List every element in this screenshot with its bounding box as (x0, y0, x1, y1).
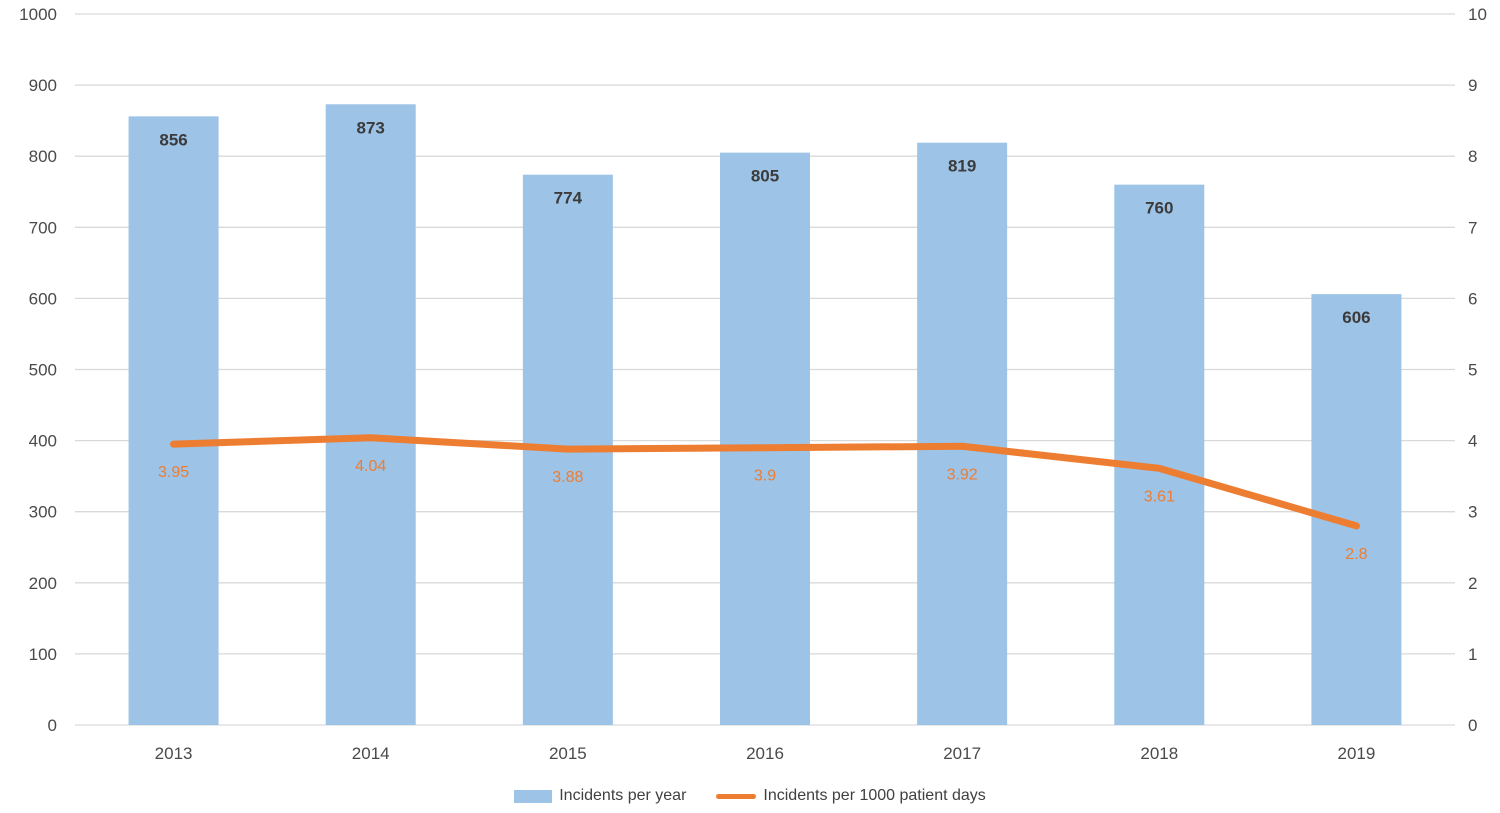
right-axis-tick-label: 8 (1468, 147, 1477, 166)
trend-line (170, 434, 1360, 530)
right-axis-tick-label: 2 (1468, 574, 1477, 593)
line-value-label: 3.61 (1144, 488, 1175, 505)
bar (720, 152, 810, 725)
bar-value-label: 606 (1342, 308, 1370, 327)
left-axis-tick-label: 400 (29, 432, 57, 451)
left-axis-tick-label: 200 (29, 574, 57, 593)
bar-value-label: 760 (1145, 199, 1173, 218)
legend-item-incidents-per-1000-patient-days: Incidents per 1000 patient days (716, 787, 986, 805)
bar-value-label: 856 (159, 130, 187, 149)
line-value-label: 3.95 (158, 464, 189, 481)
x-axis-category-label: 2015 (549, 744, 587, 763)
x-axis-category-label: 2019 (1338, 744, 1376, 763)
left-axis-tick-label: 300 (29, 503, 57, 522)
legend-item-incidents-per-year: Incidents per year (514, 787, 686, 805)
bar (1114, 184, 1205, 725)
bar-series-swatch-icon (514, 789, 553, 803)
bar-value-label: 774 (554, 189, 583, 208)
line-value-label: 3.92 (947, 466, 978, 483)
right-axis-tick-label: 5 (1468, 361, 1477, 380)
x-axis-category-label: 2013 (155, 744, 193, 763)
left-axis-tick-label: 1000 (19, 5, 57, 24)
line-value-label: 3.9 (754, 468, 776, 485)
chart-legend: Incidents per year Incidents per 1000 pa… (0, 784, 1500, 808)
right-axis-tick-label: 3 (1468, 503, 1477, 522)
right-axis-tick-label: 10 (1468, 5, 1487, 24)
bar (917, 142, 1008, 726)
right-axis-tick-label: 7 (1468, 218, 1477, 237)
right-axis-tick-label: 1 (1468, 645, 1477, 664)
bar (128, 116, 219, 725)
left-axis-tick-label: 100 (29, 645, 57, 664)
x-axis-category-label: 2018 (1140, 744, 1178, 763)
left-axis-tick-label: 800 (29, 147, 57, 166)
x-axis-category-label: 2016 (746, 744, 784, 763)
line-value-label: 3.88 (552, 469, 583, 486)
left-axis-tick-label: 900 (29, 76, 57, 95)
left-axis-tick-label: 600 (29, 289, 57, 308)
right-axis-tick-label: 9 (1468, 76, 1477, 95)
x-axis-category-label: 2017 (943, 744, 981, 763)
bar-value-label: 873 (357, 118, 385, 137)
left-axis-tick-label: 700 (29, 218, 57, 237)
bar-value-label: 805 (751, 167, 779, 186)
line-value-label: 4.04 (355, 458, 386, 475)
legend-label-bar-series: Incidents per year (559, 787, 687, 804)
right-axis-tick-label: 6 (1468, 289, 1477, 308)
bar (1311, 294, 1402, 725)
x-axis-category-label: 2014 (352, 744, 390, 763)
legend-label-line-series: Incidents per 1000 patient days (763, 787, 986, 804)
right-axis-tick-label: 0 (1468, 716, 1477, 735)
bar-value-label: 819 (948, 157, 976, 176)
line-series-swatch-icon (716, 793, 757, 799)
line-value-label: 2.8 (1345, 546, 1367, 563)
left-axis-tick-label: 500 (29, 361, 57, 380)
bar (325, 104, 416, 725)
left-axis-tick-label: 0 (48, 716, 57, 735)
right-axis-tick-label: 4 (1468, 432, 1477, 451)
